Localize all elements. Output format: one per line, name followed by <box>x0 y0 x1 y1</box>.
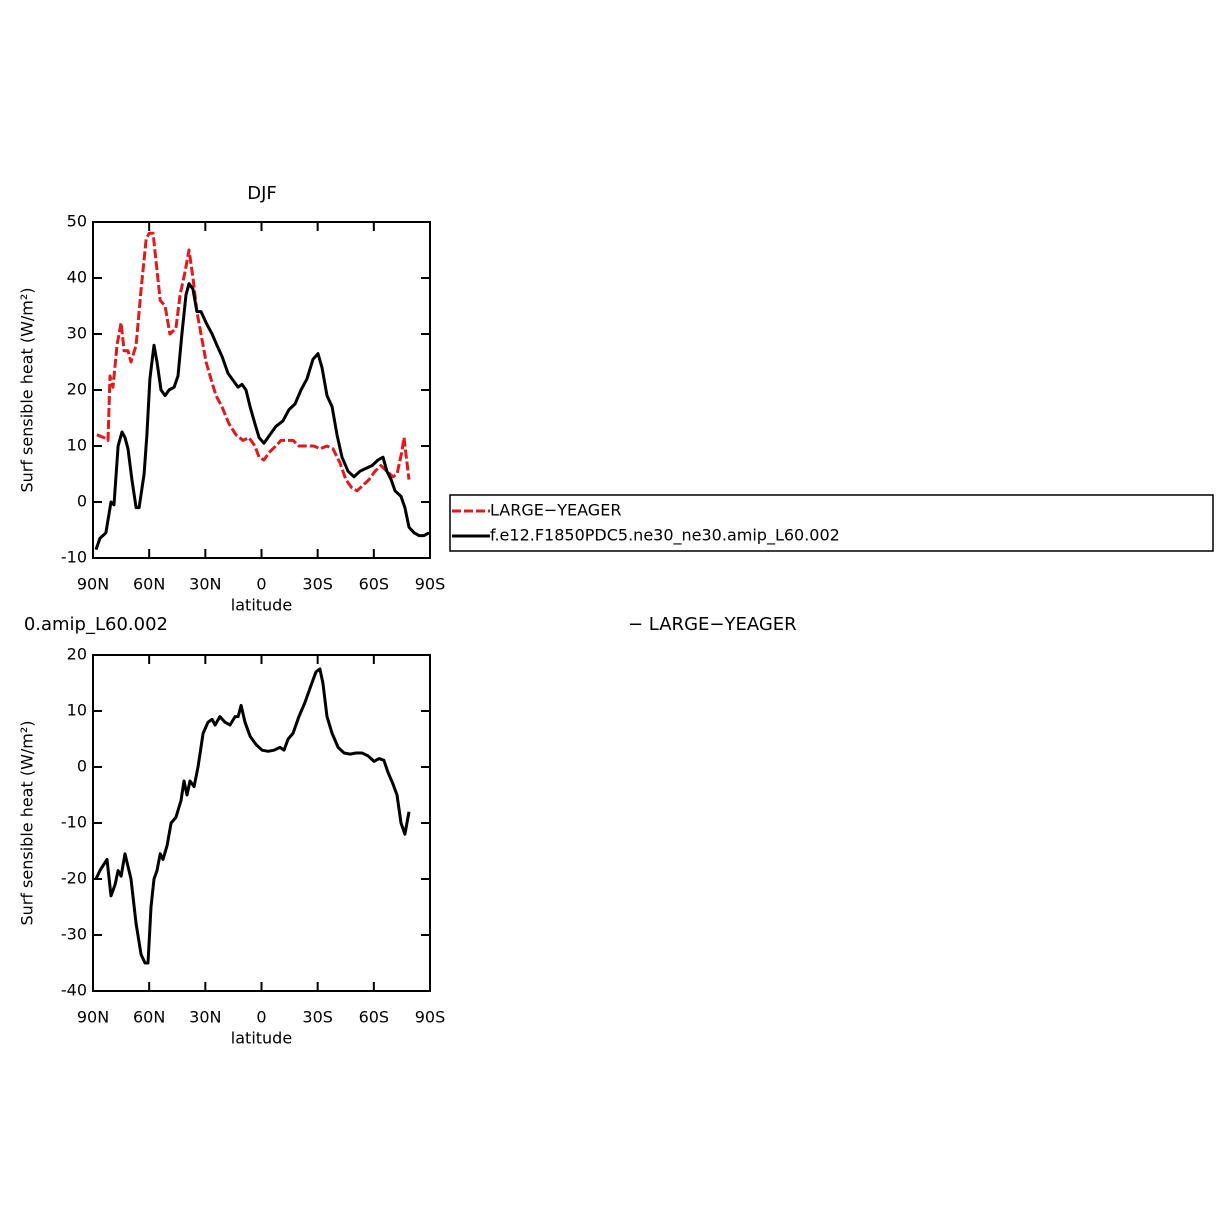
x-tick-label: 60N <box>133 575 165 594</box>
data-line <box>94 667 411 965</box>
x-tick-label: 90S <box>415 1008 446 1027</box>
y-tick-label: 20 <box>67 380 87 399</box>
x-tick-label: 90N <box>77 1008 109 1027</box>
legend-box <box>449 494 1214 552</box>
y-tick-label: 0 <box>77 492 87 511</box>
x-axis-label: latitude <box>231 596 292 615</box>
plot-frame <box>92 221 431 559</box>
x-tick-label: 30N <box>189 1008 221 1027</box>
y-tick-label: 40 <box>67 268 87 287</box>
data-line <box>94 282 430 551</box>
y-tick-label: -10 <box>61 813 87 832</box>
legend-label: LARGE−YEAGER <box>490 501 621 520</box>
y-tick-label: -30 <box>61 925 87 944</box>
x-tick-label: 30N <box>189 575 221 594</box>
y-tick-label: -40 <box>61 981 87 1000</box>
y-tick-label: 20 <box>67 645 87 664</box>
chart-title-part: 0.amip_L60.002 <box>24 614 168 635</box>
x-tick-label: 90S <box>415 575 446 594</box>
x-tick-label: 60N <box>133 1008 165 1027</box>
chart-title: DJF <box>247 183 277 204</box>
y-axis-label: Surf sensible heat (W/m²) <box>18 287 37 492</box>
legend-label: f.e12.F1850PDC5.ne30_ne30.amip_L60.002 <box>490 526 840 546</box>
x-tick-label: 30S <box>302 1008 333 1027</box>
x-tick-label: 30S <box>302 575 333 594</box>
plot-frame <box>92 654 431 992</box>
x-tick-label: 0 <box>256 575 266 594</box>
data-line <box>96 231 411 493</box>
y-tick-label: 10 <box>67 436 87 455</box>
y-tick-label: 10 <box>67 701 87 720</box>
x-tick-label: 60S <box>359 1008 390 1027</box>
x-tick-label: 90N <box>77 575 109 594</box>
chart-title-part: − LARGE−YEAGER <box>628 614 797 635</box>
y-tick-label: 30 <box>67 324 87 343</box>
x-tick-label: 60S <box>359 575 390 594</box>
y-tick-label: 0 <box>77 757 87 776</box>
y-axis-label: Surf sensible heat (W/m²) <box>18 720 37 925</box>
x-axis-label: latitude <box>231 1029 292 1048</box>
x-tick-label: 0 <box>256 1008 266 1027</box>
y-tick-label: -10 <box>61 548 87 567</box>
y-tick-label: 50 <box>67 212 87 231</box>
y-tick-label: -20 <box>61 869 87 888</box>
